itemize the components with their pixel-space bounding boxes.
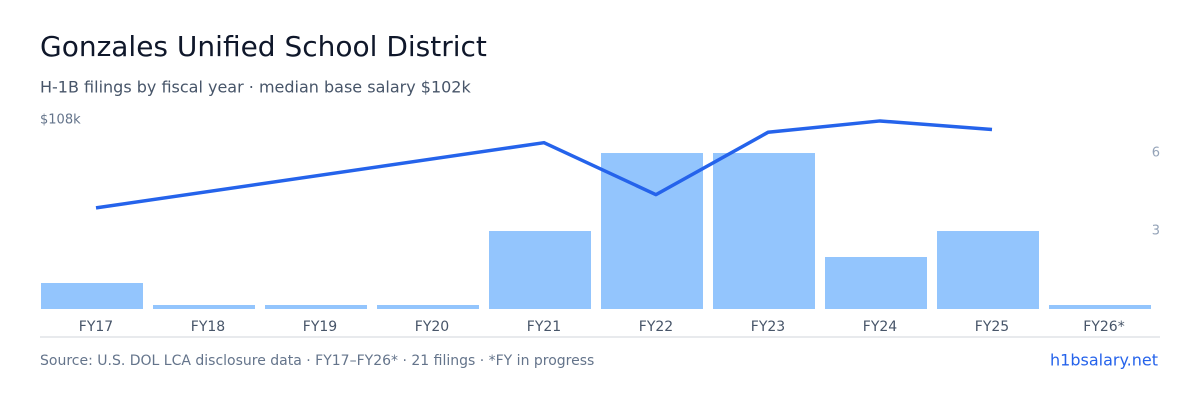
- source-note: Source: U.S. DOL LCA disclosure data · F…: [40, 353, 594, 369]
- x-tick-label: FY26*: [1083, 319, 1124, 335]
- brand-link[interactable]: h1bsalary.net: [1050, 351, 1158, 370]
- x-tick-label: FY25: [975, 319, 1009, 335]
- bar: [825, 257, 927, 309]
- x-tick-label: FY17: [79, 319, 113, 335]
- y2-tick-label: 3: [1152, 224, 1160, 239]
- salary-line: [95, 119, 993, 210]
- chart-title: Gonzales Unified School District: [40, 30, 487, 63]
- x-tick-label: FY22: [639, 319, 673, 335]
- bar: [265, 305, 367, 309]
- x-tick-label: FY21: [527, 319, 561, 335]
- y2-tick-label: 6: [1152, 146, 1160, 161]
- bar: [489, 231, 591, 309]
- x-tick-label: FY18: [191, 319, 225, 335]
- bar: [377, 305, 479, 309]
- chart-subtitle: H-1B filings by fiscal year · median bas…: [40, 78, 471, 97]
- y-tick-label: $108k: [40, 113, 81, 128]
- bar: [713, 153, 815, 309]
- x-tick-label: FY19: [303, 319, 337, 335]
- bar: [1049, 305, 1151, 309]
- bar: [937, 231, 1039, 309]
- x-tick-label: FY20: [415, 319, 449, 335]
- x-tick-label: FY24: [863, 319, 898, 335]
- x-tick-label: FY23: [751, 319, 785, 335]
- bar: [41, 283, 143, 309]
- bar: [153, 305, 255, 309]
